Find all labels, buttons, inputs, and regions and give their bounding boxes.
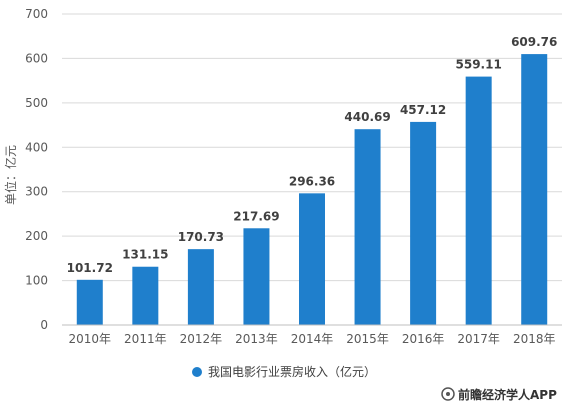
y-tick-label: 300: [25, 185, 48, 199]
x-tick-label: 2017年: [457, 332, 500, 346]
x-tick-label: 2013年: [235, 332, 278, 346]
data-label: 170.73: [178, 230, 224, 244]
data-label: 296.36: [289, 174, 335, 188]
x-tick-label: 2012年: [180, 332, 223, 346]
legend-label: 我国电影行业票房收入（亿元）: [208, 364, 376, 379]
source-label: 前瞻经济学人APP: [458, 387, 557, 402]
y-tick-label: 200: [25, 229, 48, 243]
x-tick-label: 2016年: [402, 332, 445, 346]
legend: 我国电影行业票房收入（亿元）: [192, 364, 376, 379]
brand-icon: [441, 387, 455, 401]
x-tick-label: 2014年: [291, 332, 334, 346]
y-axis-ticks: 0 100 200 300 400 500 600 700: [25, 7, 48, 332]
data-label: 609.76: [511, 35, 557, 49]
y-tick-label: 500: [25, 96, 48, 110]
source-footer: 前瞻经济学人APP: [441, 387, 557, 402]
data-label: 217.69: [233, 209, 279, 223]
bars: [76, 54, 548, 325]
bar: [132, 266, 159, 325]
x-tick-label: 2011年: [124, 332, 167, 346]
bar: [76, 279, 103, 325]
bar: [187, 249, 214, 325]
bar: [410, 121, 437, 325]
x-axis-ticks: 2010年 2011年 2012年 2013年 2014年 2015年 2016年 2017年…: [69, 332, 556, 346]
y-tick-label: 100: [25, 274, 48, 288]
brand-icon-dot: [446, 392, 450, 396]
y-tick-label: 700: [25, 7, 48, 21]
x-tick-label: 2010年: [69, 332, 112, 346]
data-label: 131.15: [122, 248, 168, 262]
x-tick-label: 2018年: [513, 332, 556, 346]
bar: [354, 129, 381, 325]
y-tick-label: 0: [40, 318, 48, 332]
x-tick-label: 2015年: [346, 332, 389, 346]
bar: [299, 193, 325, 325]
bar: [465, 76, 492, 325]
legend-marker: [192, 367, 202, 377]
y-tick-label: 400: [25, 140, 48, 154]
data-label: 559.11: [456, 58, 502, 72]
y-axis-title: 单位：亿元: [3, 145, 18, 205]
bar: [521, 54, 548, 325]
data-label: 440.69: [344, 110, 390, 124]
data-labels: 101.72 131.15 170.73 217.69 296.36 440.69 457.…: [67, 35, 558, 275]
y-tick-label: 600: [25, 51, 48, 65]
data-label: 101.72: [67, 261, 113, 275]
gridlines: [62, 13, 562, 282]
bar: [243, 228, 270, 325]
data-label: 457.12: [400, 103, 446, 117]
